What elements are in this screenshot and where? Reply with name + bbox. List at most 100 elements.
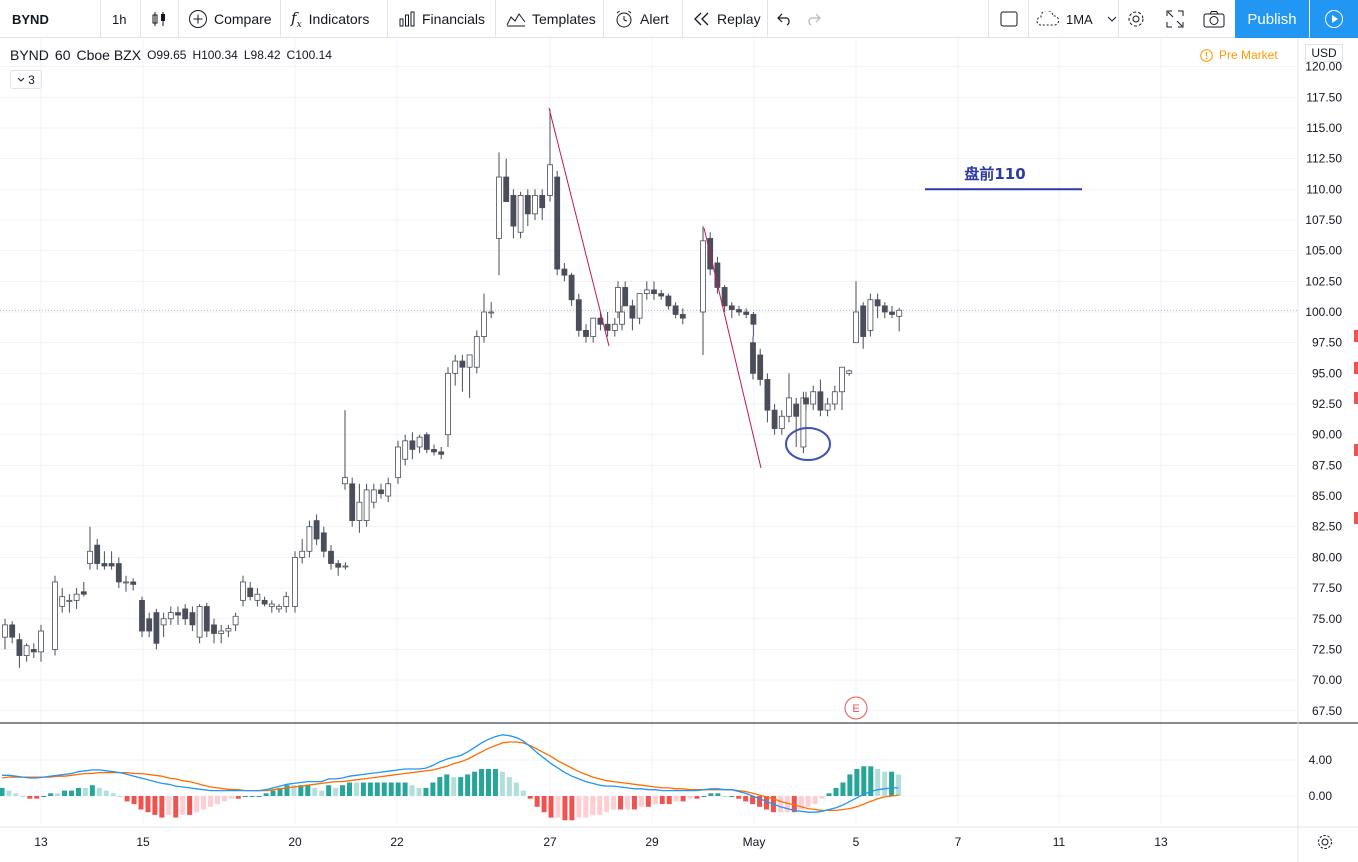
redo-button[interactable] [805, 0, 821, 38]
histogram-bar [472, 771, 478, 796]
legend-high: H100.34 [192, 48, 238, 62]
candle [473, 330, 480, 374]
financials-icon [399, 11, 415, 27]
time-tick-label: 5 [853, 835, 860, 849]
pre-market-status[interactable]: Pre Market [1200, 48, 1278, 62]
undo-button[interactable] [777, 0, 793, 38]
candle [721, 285, 728, 312]
candle-body [218, 630, 225, 634]
settings-button[interactable] [1126, 0, 1146, 38]
candle-body [561, 268, 568, 276]
play-button[interactable] [1310, 0, 1358, 38]
currency-badge[interactable]: USD [1305, 44, 1343, 62]
candle-body [328, 550, 334, 564]
histogram-bar [611, 796, 617, 810]
histogram-bar [347, 782, 352, 796]
price-tick-label: 77.50 [1312, 581, 1342, 595]
histogram-bar [854, 769, 860, 796]
candle [575, 293, 582, 337]
candle [679, 308, 686, 325]
publish-button[interactable]: Publish [1235, 0, 1309, 38]
price-marker-tag [1354, 362, 1358, 374]
candle-body [276, 606, 282, 610]
macd-axis: 4.00 0.00 [1309, 753, 1333, 803]
price-tick-label: 120.00 [1305, 60, 1342, 74]
histogram-bar [221, 796, 227, 802]
financials-button[interactable]: Financials [398, 0, 485, 38]
candle-body [786, 397, 792, 417]
price-marker-tag [1354, 512, 1358, 524]
histogram-bar [722, 796, 728, 797]
candle-body [189, 612, 196, 626]
histogram-bar [353, 782, 359, 796]
price-tick-label: 115.00 [1306, 121, 1342, 135]
histogram-bar [62, 790, 68, 796]
histogram-bar [625, 796, 630, 810]
replay-button[interactable]: Replay [693, 0, 761, 38]
histogram-bar [0, 787, 5, 796]
chart-style-button[interactable] [150, 0, 168, 38]
histogram-bar [840, 782, 846, 796]
top-toolbar: BYND 1h Compare fx Indicators Financials… [0, 0, 1358, 38]
annotation-text: 盘前110 [964, 165, 1025, 183]
histogram-bar [666, 796, 672, 805]
candle [757, 348, 764, 386]
legend-collapse-button[interactable]: 3 [10, 70, 42, 89]
indicators-button[interactable]: fx Indicators [291, 0, 369, 38]
candle [750, 336, 756, 380]
candle [824, 397, 831, 417]
histogram-bar [256, 796, 262, 797]
histogram-bar [235, 796, 241, 799]
histogram-bar [479, 769, 485, 796]
histogram-bar [249, 796, 255, 797]
compare-button[interactable]: Compare [188, 0, 272, 38]
candle-body [539, 195, 546, 209]
candle [459, 354, 466, 392]
candle [182, 604, 189, 625]
snapshot-button[interactable] [1203, 0, 1225, 38]
candle [786, 373, 792, 423]
histogram-bar [263, 793, 269, 796]
candle-body [431, 449, 437, 453]
candle [108, 551, 115, 570]
candle [59, 588, 66, 613]
candle-body [175, 612, 181, 616]
histogram-bar [729, 796, 735, 797]
candle [896, 307, 903, 332]
candle [342, 562, 349, 570]
fullscreen-button[interactable] [1166, 0, 1184, 38]
layout-square-button[interactable] [999, 0, 1019, 38]
candle-body [778, 415, 785, 429]
candle [342, 410, 348, 490]
candle [16, 633, 23, 668]
candle-body [803, 397, 809, 405]
candle [524, 189, 531, 227]
price-tick-label: 110.00 [1306, 182, 1342, 196]
candle-body [757, 354, 764, 380]
clock-warning-icon [1200, 48, 1213, 62]
candle-body [254, 593, 261, 601]
histogram-bar [430, 782, 436, 796]
candle-body [736, 309, 742, 313]
candle-body [532, 195, 538, 215]
histogram-bar [402, 782, 408, 796]
candle [810, 385, 817, 411]
candle-body [643, 289, 650, 294]
candle-body [292, 557, 298, 607]
templates-button[interactable]: Templates [506, 0, 596, 38]
layout-name-dropdown[interactable]: 1MA [1036, 0, 1117, 38]
candle [665, 293, 672, 310]
candle-body [247, 587, 254, 598]
candle [306, 520, 313, 558]
axis-settings-gear-icon[interactable] [1318, 835, 1332, 849]
candle-body [728, 305, 735, 310]
price-tick-label: 107.50 [1305, 213, 1342, 227]
price-tick-label: 117.50 [1306, 90, 1342, 104]
price-tick-label: 92.50 [1312, 397, 1342, 411]
price-chart[interactable]: 盘前110E120.00117.50115.00112.50110.00107.… [0, 38, 1358, 862]
interval-button[interactable]: 1h [112, 0, 126, 38]
histogram-bar [847, 774, 853, 796]
symbol-search-button[interactable]: BYND [12, 0, 49, 38]
candle [175, 606, 181, 625]
alert-button[interactable]: Alert [614, 0, 669, 38]
